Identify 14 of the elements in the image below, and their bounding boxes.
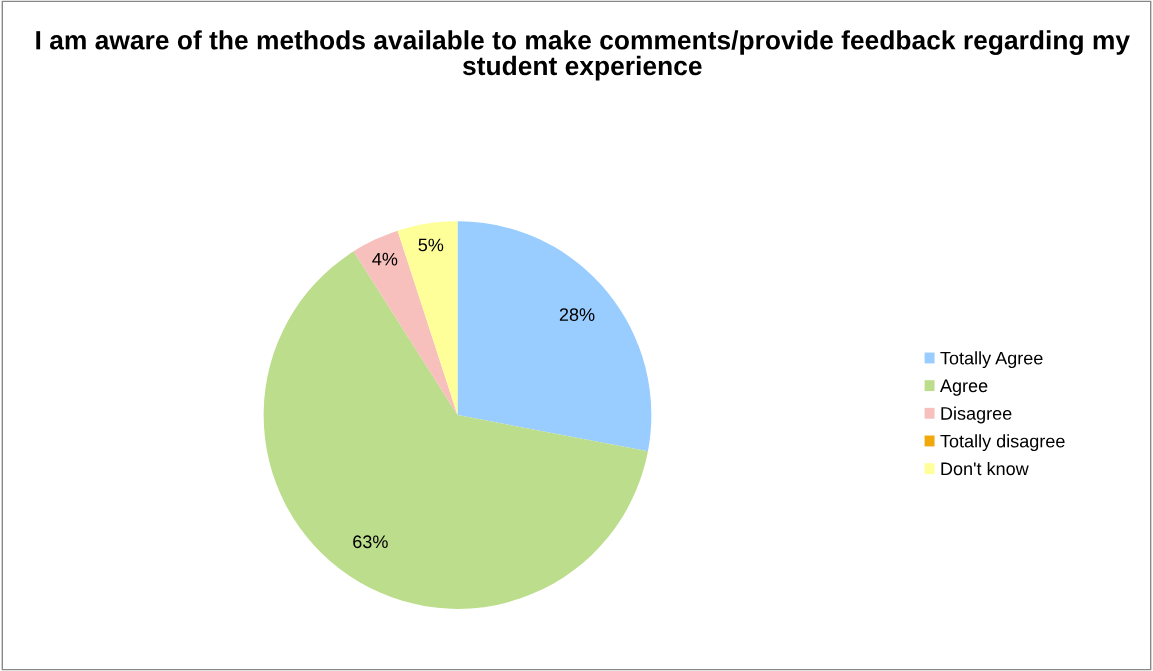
legend-label: Don't know	[941, 461, 1029, 476]
pie-slice	[353, 230, 458, 416]
pie-slice	[263, 251, 648, 609]
legend-label: Disagree	[941, 406, 1012, 424]
legend-label: Totally disagree	[940, 434, 1065, 452]
pie-slice	[457, 221, 652, 452]
data-label: 63%	[353, 535, 388, 549]
data-label: 4%	[372, 252, 398, 266]
legend-label: Agree	[939, 379, 988, 396]
data-label: 28%	[559, 308, 595, 321]
chart-title: I am aware of the methods available to make comments/provide feedback regarding my student experience	[36, 30, 1130, 81]
legend-label: Totally Agree	[940, 351, 1043, 369]
data-label: 5%	[418, 238, 444, 252]
pie-slice	[397, 221, 458, 416]
